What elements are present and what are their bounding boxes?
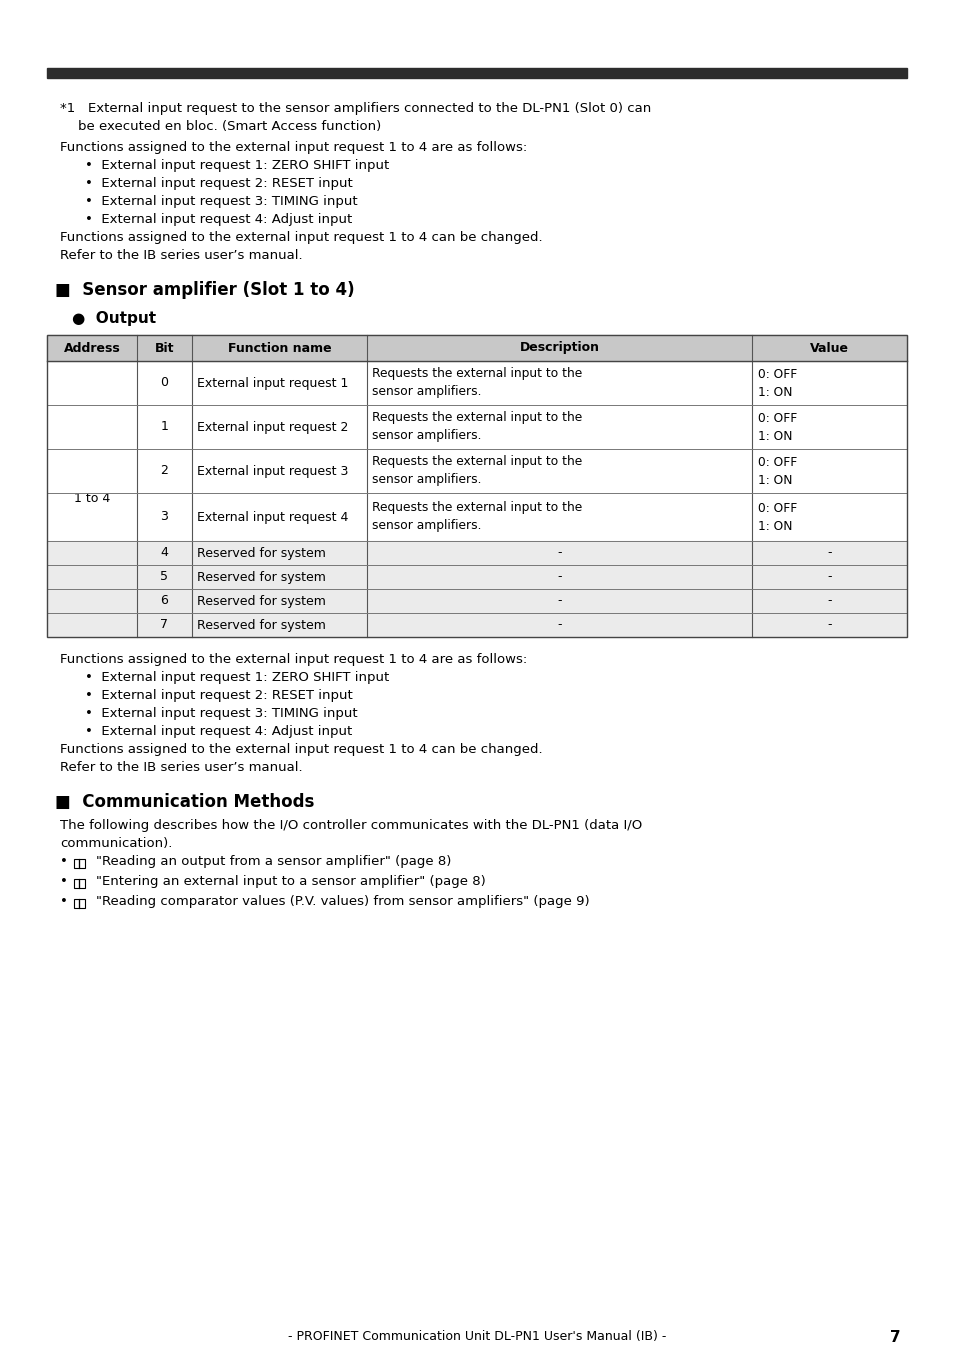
Text: Functions assigned to the external input request 1 to 4 are as follows:: Functions assigned to the external input… bbox=[60, 141, 527, 154]
Text: Description: Description bbox=[519, 342, 598, 354]
Text: •  External input request 3: TIMING input: • External input request 3: TIMING input bbox=[85, 707, 357, 721]
Bar bbox=[47, 493, 906, 541]
Text: 1: ON: 1: ON bbox=[758, 519, 792, 533]
Text: Requests the external input to the: Requests the external input to the bbox=[372, 368, 581, 380]
Text: 1: ON: 1: ON bbox=[758, 385, 792, 399]
Text: ●  Output: ● Output bbox=[71, 311, 156, 326]
Text: •  External input request 1: ZERO SHIFT input: • External input request 1: ZERO SHIFT i… bbox=[85, 160, 389, 172]
Text: -: - bbox=[826, 546, 831, 560]
Text: 0: OFF: 0: OFF bbox=[758, 368, 797, 380]
Text: be executed en bloc. (Smart Access function): be executed en bloc. (Smart Access funct… bbox=[78, 120, 381, 132]
Text: -: - bbox=[826, 571, 831, 584]
Bar bbox=[74, 859, 79, 868]
Text: 0: OFF: 0: OFF bbox=[758, 502, 797, 515]
Text: 7: 7 bbox=[889, 1330, 900, 1345]
Bar bbox=[47, 449, 906, 493]
Text: communication).: communication). bbox=[60, 837, 172, 850]
Text: 1: ON: 1: ON bbox=[758, 430, 792, 442]
Text: "Entering an external input to a sensor amplifier" (page 8): "Entering an external input to a sensor … bbox=[96, 876, 485, 888]
Text: •  External input request 1: ZERO SHIFT input: • External input request 1: ZERO SHIFT i… bbox=[85, 671, 389, 684]
Text: -: - bbox=[557, 595, 561, 607]
Text: External input request 1: External input request 1 bbox=[196, 376, 348, 389]
Bar bbox=[47, 493, 137, 541]
Text: External input request 4: External input request 4 bbox=[196, 511, 348, 523]
Bar bbox=[47, 335, 906, 637]
Text: Address: Address bbox=[64, 342, 120, 354]
Text: 5: 5 bbox=[160, 571, 169, 584]
Text: 0: OFF: 0: OFF bbox=[758, 456, 797, 469]
Text: -: - bbox=[826, 618, 831, 631]
Text: 7: 7 bbox=[160, 618, 169, 631]
Text: Refer to the IB series user’s manual.: Refer to the IB series user’s manual. bbox=[60, 249, 302, 262]
Text: ■  Communication Methods: ■ Communication Methods bbox=[55, 794, 314, 811]
Bar bbox=[47, 406, 137, 449]
Text: Value: Value bbox=[809, 342, 848, 354]
Text: •  External input request 2: RESET input: • External input request 2: RESET input bbox=[85, 690, 353, 702]
Text: Reserved for system: Reserved for system bbox=[196, 618, 326, 631]
Text: -: - bbox=[557, 618, 561, 631]
Text: Reserved for system: Reserved for system bbox=[196, 546, 326, 560]
Text: 4: 4 bbox=[160, 546, 169, 560]
Text: 1: ON: 1: ON bbox=[758, 473, 792, 487]
Bar bbox=[47, 406, 906, 449]
Bar bbox=[79, 859, 85, 868]
Text: •: • bbox=[60, 856, 68, 868]
Text: •: • bbox=[60, 895, 68, 909]
Text: - PROFINET Communication Unit DL-PN1 User's Manual (IB) -: - PROFINET Communication Unit DL-PN1 Use… bbox=[288, 1330, 665, 1343]
Text: Functions assigned to the external input request 1 to 4 can be changed.: Functions assigned to the external input… bbox=[60, 744, 542, 756]
Bar bbox=[47, 565, 906, 589]
Text: •  External input request 4: Adjust input: • External input request 4: Adjust input bbox=[85, 725, 352, 738]
Bar bbox=[47, 361, 906, 406]
Text: Reserved for system: Reserved for system bbox=[196, 571, 326, 584]
Text: "Reading comparator values (P.V. values) from sensor amplifiers" (page 9): "Reading comparator values (P.V. values)… bbox=[96, 895, 589, 909]
Text: •  External input request 3: TIMING input: • External input request 3: TIMING input bbox=[85, 195, 357, 208]
Text: "Reading an output from a sensor amplifier" (page 8): "Reading an output from a sensor amplifi… bbox=[96, 856, 451, 868]
Bar bbox=[47, 612, 906, 637]
Bar bbox=[47, 68, 906, 78]
Text: sensor amplifiers.: sensor amplifiers. bbox=[372, 519, 481, 533]
Text: 0: OFF: 0: OFF bbox=[758, 411, 797, 425]
Text: 3: 3 bbox=[160, 511, 169, 523]
Text: •: • bbox=[60, 876, 68, 888]
Text: Reserved for system: Reserved for system bbox=[196, 595, 326, 607]
Text: *1   External input request to the sensor amplifiers connected to the DL-PN1 (Sl: *1 External input request to the sensor … bbox=[60, 101, 651, 115]
Bar bbox=[74, 899, 79, 909]
Bar bbox=[47, 335, 906, 361]
Text: External input request 3: External input request 3 bbox=[196, 465, 348, 477]
Text: Requests the external input to the: Requests the external input to the bbox=[372, 502, 581, 515]
Text: Functions assigned to the external input request 1 to 4 can be changed.: Functions assigned to the external input… bbox=[60, 231, 542, 243]
Bar bbox=[47, 449, 137, 493]
Text: sensor amplifiers.: sensor amplifiers. bbox=[372, 473, 481, 487]
Text: Functions assigned to the external input request 1 to 4 are as follows:: Functions assigned to the external input… bbox=[60, 653, 527, 667]
Bar bbox=[47, 361, 137, 406]
Text: •  External input request 4: Adjust input: • External input request 4: Adjust input bbox=[85, 214, 352, 226]
Text: 1 to 4: 1 to 4 bbox=[73, 492, 110, 506]
Text: •  External input request 2: RESET input: • External input request 2: RESET input bbox=[85, 177, 353, 191]
Bar bbox=[79, 899, 85, 909]
Text: -: - bbox=[557, 571, 561, 584]
Text: -: - bbox=[557, 546, 561, 560]
Text: -: - bbox=[826, 595, 831, 607]
Bar bbox=[74, 879, 79, 888]
Bar bbox=[47, 541, 906, 565]
Text: Bit: Bit bbox=[154, 342, 174, 354]
Bar bbox=[47, 589, 906, 612]
Bar bbox=[79, 879, 85, 888]
Text: Refer to the IB series user’s manual.: Refer to the IB series user’s manual. bbox=[60, 761, 302, 773]
Text: The following describes how the I/O controller communicates with the DL-PN1 (dat: The following describes how the I/O cont… bbox=[60, 819, 641, 831]
Text: Requests the external input to the: Requests the external input to the bbox=[372, 411, 581, 425]
Text: sensor amplifiers.: sensor amplifiers. bbox=[372, 430, 481, 442]
Text: 1: 1 bbox=[160, 420, 169, 434]
Text: Requests the external input to the: Requests the external input to the bbox=[372, 456, 581, 469]
Text: ■  Sensor amplifier (Slot 1 to 4): ■ Sensor amplifier (Slot 1 to 4) bbox=[55, 281, 355, 299]
Text: 6: 6 bbox=[160, 595, 169, 607]
Text: Function name: Function name bbox=[228, 342, 331, 354]
Text: 2: 2 bbox=[160, 465, 169, 477]
Text: External input request 2: External input request 2 bbox=[196, 420, 348, 434]
Text: 0: 0 bbox=[160, 376, 169, 389]
Text: sensor amplifiers.: sensor amplifiers. bbox=[372, 385, 481, 399]
